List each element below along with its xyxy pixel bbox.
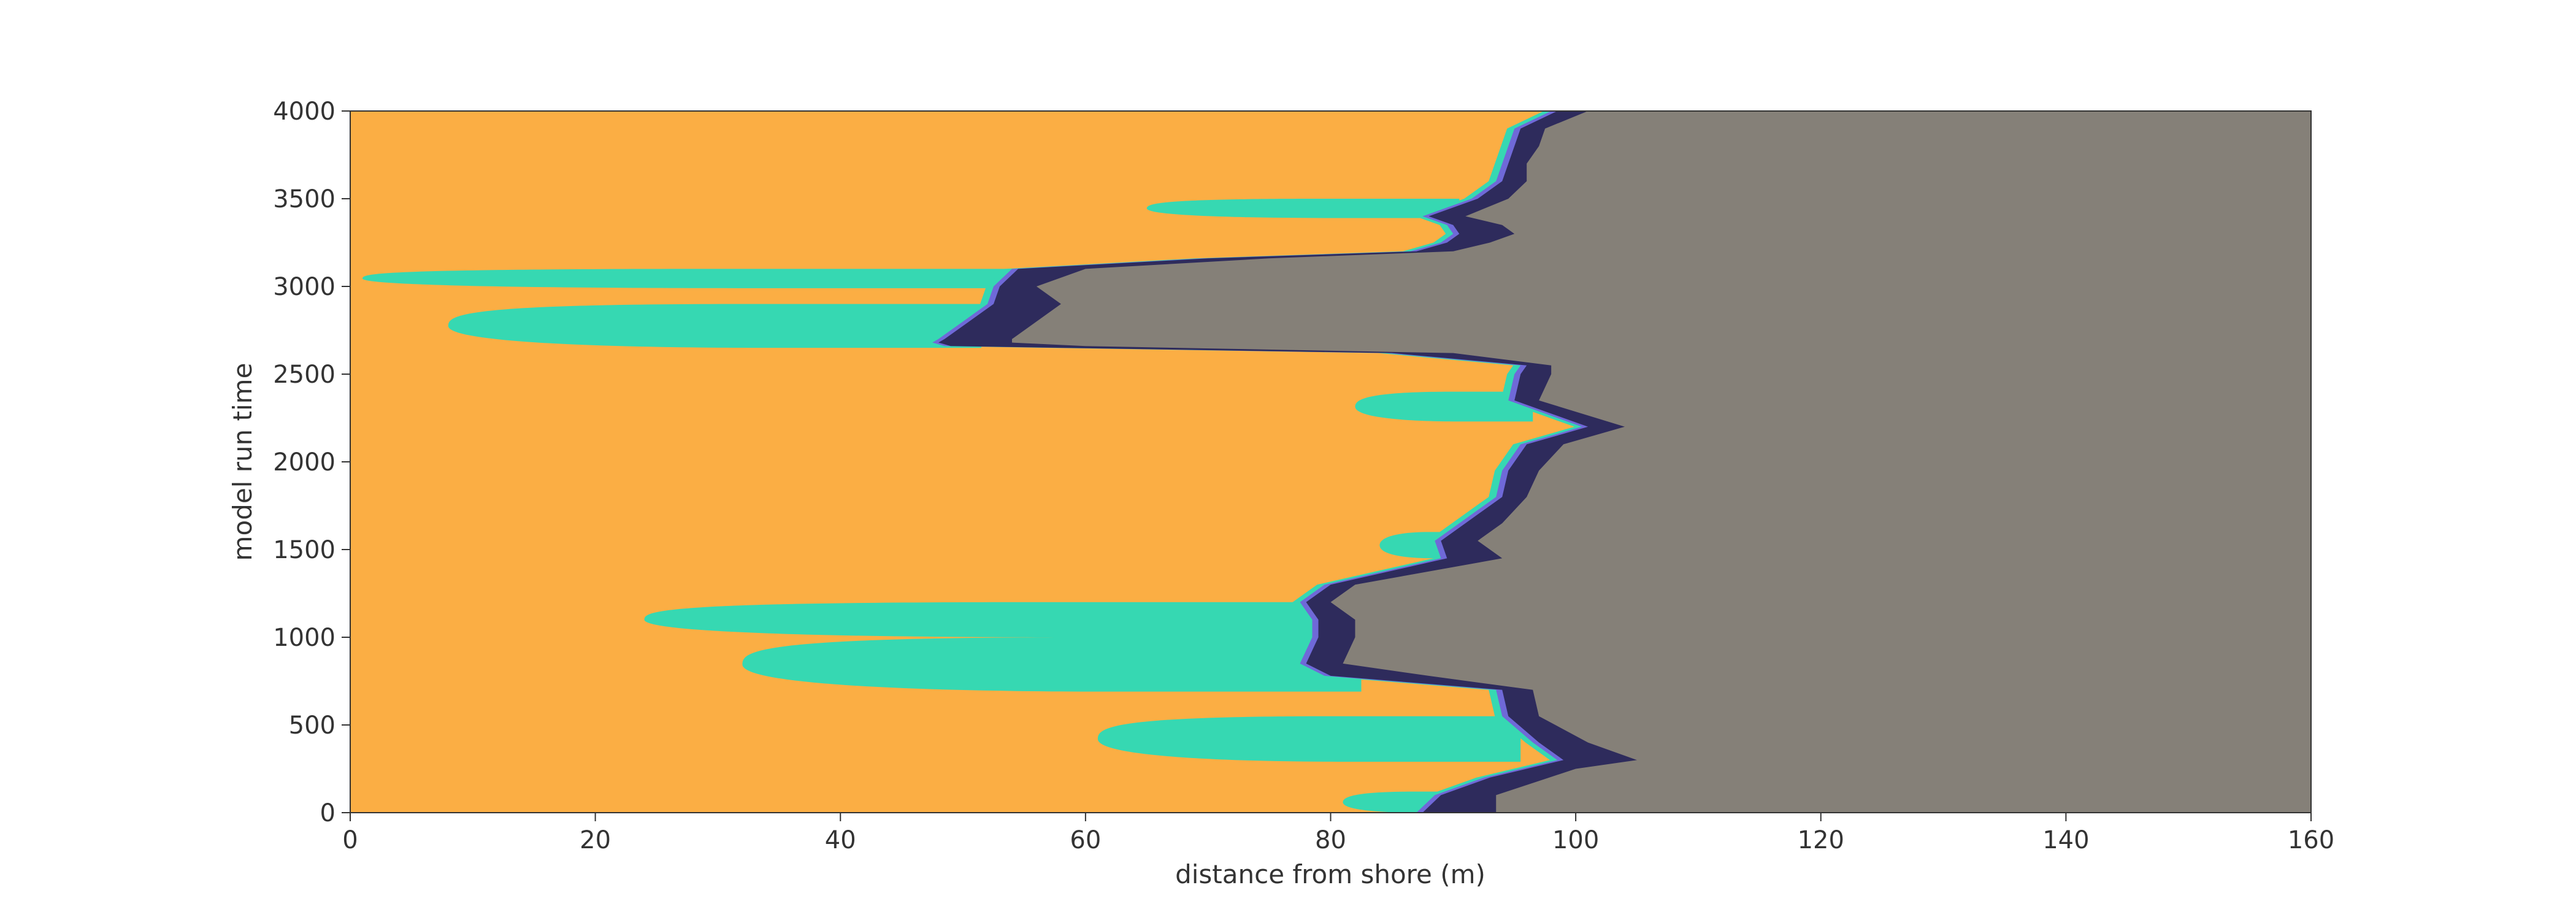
y-tick-label: 3500: [273, 185, 335, 213]
light-band-finger: [1355, 391, 1533, 422]
x-tick-label: 120: [1798, 826, 1844, 854]
light-band-finger: [362, 269, 1006, 288]
light-band-finger: [1097, 716, 1521, 762]
plot-area: [350, 111, 2311, 813]
y-tick-label: 500: [289, 711, 335, 740]
right-zone: [1011, 111, 2311, 813]
x-tick-label: 80: [1315, 826, 1346, 854]
x-tick-label: 60: [1070, 826, 1101, 854]
y-tick-label: 4000: [273, 98, 335, 126]
x-tick-label: 100: [1552, 826, 1599, 854]
y-tick-label: 0: [320, 799, 335, 827]
light-band-finger: [644, 602, 1337, 637]
x-tick-label: 140: [2042, 826, 2089, 854]
x-axis: 0 20 40 60 80 100 120 140 160: [342, 813, 2334, 854]
y-tick-label: 1500: [273, 536, 335, 564]
x-tick-label: 20: [580, 826, 611, 854]
light-band-finger: [1146, 199, 1460, 218]
y-tick-label: 2500: [273, 361, 335, 389]
y-axis: 0 500 1000 1500 2000 2500 3000 3500 4000: [273, 98, 350, 827]
y-tick-label: 3000: [273, 273, 335, 301]
x-tick-label: 40: [825, 826, 856, 854]
x-tick-label: 160: [2288, 826, 2334, 854]
light-band-finger: [448, 304, 982, 348]
x-axis-label: distance from shore (m): [1175, 859, 1485, 889]
x-tick-label: 0: [342, 826, 358, 854]
y-tick-label: 1000: [273, 624, 335, 652]
light-band-finger: [742, 637, 1362, 692]
y-axis-label: model run time: [228, 363, 258, 561]
y-tick-label: 2000: [273, 448, 335, 477]
